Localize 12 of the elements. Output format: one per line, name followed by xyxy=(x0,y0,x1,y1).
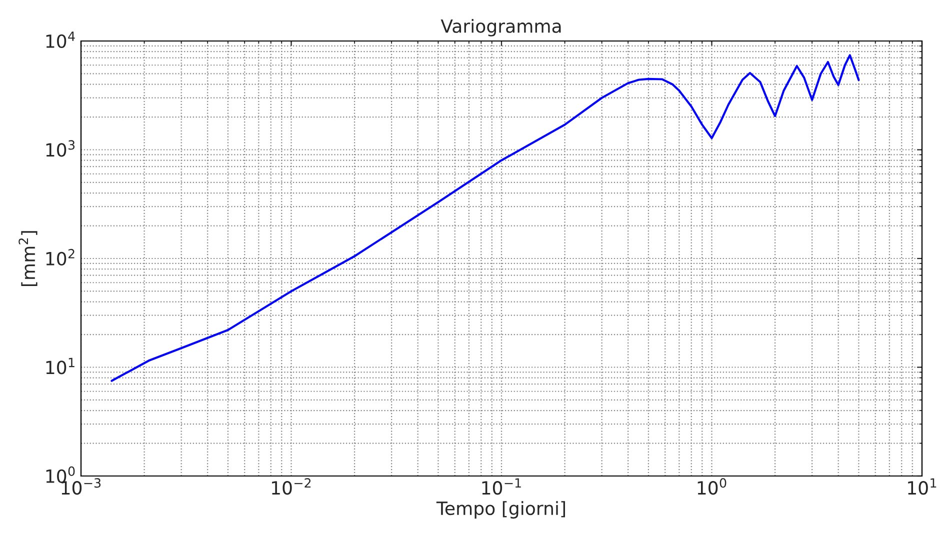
x-tick-label: 10$^{−1}$ xyxy=(482,478,521,495)
y-axis-title: [mm$^{2}$] xyxy=(18,231,38,286)
y-tick-label: 10$^{0}$ xyxy=(46,466,75,483)
y-tick-label: 10$^{4}$ xyxy=(46,32,75,48)
x-tick-label: 10$^{−2}$ xyxy=(272,478,311,495)
x-tick-label: 10$^{1}$ xyxy=(908,478,936,495)
y-tick-label: 10$^{2}$ xyxy=(46,248,74,266)
chart-title: Variogramma xyxy=(440,18,561,36)
x-axis-title: Tempo [giorni] xyxy=(436,501,565,519)
y-tick-label: 10$^{3}$ xyxy=(46,140,75,157)
y-tick-label: 10$^{1}$ xyxy=(46,358,74,374)
x-tick-label: 10$^{0}$ xyxy=(698,478,726,495)
